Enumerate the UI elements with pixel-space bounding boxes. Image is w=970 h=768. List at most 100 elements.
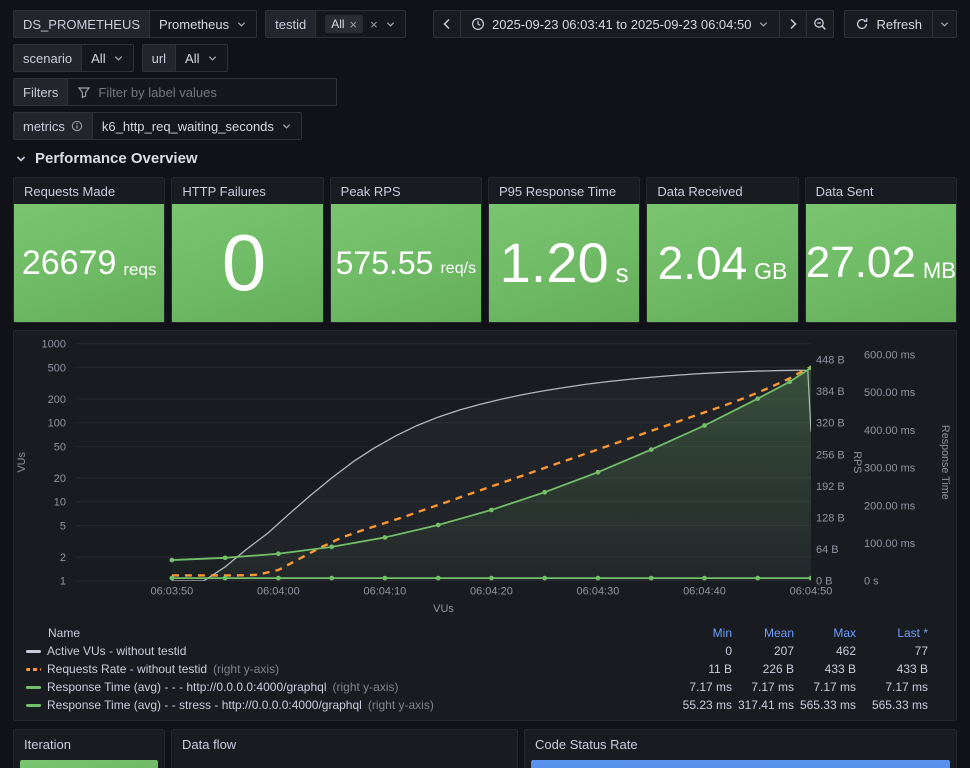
series-area	[171, 367, 811, 581]
series-point	[382, 535, 388, 540]
filter-input[interactable]	[98, 84, 328, 100]
panel-title[interactable]: Requests Made	[24, 184, 116, 199]
datasource-variable: DS_PROMETHEUS Prometheus	[13, 10, 258, 38]
testid-chip[interactable]: All ×	[325, 15, 364, 33]
datasource-value: Prometheus	[159, 16, 230, 32]
panel-title[interactable]: Code Status Rate	[535, 737, 638, 752]
series-point	[595, 469, 601, 475]
chevron-right-icon	[790, 18, 798, 30]
right-axis-title-rps: RPS	[851, 451, 863, 473]
panel-title[interactable]: Data Sent	[815, 184, 874, 199]
legend-value: 462	[835, 644, 856, 658]
y-axis-tick-vus: 2	[60, 552, 66, 564]
scenario-picker[interactable]: All	[81, 44, 134, 72]
stat-body: 27.02 MB	[805, 204, 956, 322]
legend-value: 7.17 ms	[885, 680, 928, 694]
refresh-split-button: Refresh	[844, 10, 957, 38]
series-point	[755, 396, 761, 402]
stat-unit: req/s	[440, 260, 477, 277]
legend-value: 7.17 ms	[813, 680, 856, 694]
legend-value: 433 B	[896, 662, 928, 676]
url-picker[interactable]: All	[175, 44, 228, 72]
x-axis-tick: 06:04:50	[790, 586, 833, 598]
y-axis-tick-ms: 100.00 ms	[864, 538, 916, 550]
series-point	[329, 544, 335, 550]
stat-value: 0	[221, 218, 267, 307]
series-axis-note: (right y-axis)	[367, 698, 434, 712]
info-icon[interactable]	[71, 120, 83, 132]
legend-header-max[interactable]: Max	[833, 626, 856, 640]
y-axis-tick-vus: 200	[48, 394, 66, 406]
stat-body: 2.04 GB	[647, 204, 798, 322]
stat-panel-http-failures: HTTP Failures 0	[171, 177, 324, 323]
panel-title[interactable]: Data Received	[657, 184, 743, 199]
close-icon[interactable]: ×	[349, 16, 358, 32]
y-axis-tick-ms: 200.00 ms	[864, 500, 916, 512]
datasource-picker[interactable]: Prometheus	[149, 10, 258, 38]
x-axis-tick: 06:04:10	[364, 586, 407, 598]
legend-value: 207	[773, 644, 794, 658]
refresh-icon	[857, 18, 868, 30]
stats-row: Requests Made 26679 reqs HTTP Failures 0…	[13, 177, 957, 323]
series-point	[542, 489, 548, 495]
y-axis-tick-bytes: 0 B	[816, 576, 832, 588]
legend-row[interactable]: Response Time (avg) - - - http://0.0.0.0…	[14, 678, 956, 696]
panel-title[interactable]: HTTP Failures	[182, 184, 266, 199]
series-line	[171, 367, 811, 561]
stat-body: 1.20 s	[488, 204, 640, 322]
testid-chip-value: All	[331, 17, 345, 31]
variables-row: scenario All url All	[13, 44, 957, 72]
legend-header-name[interactable]: Name	[48, 626, 81, 640]
scenario-variable: scenario All	[13, 44, 134, 72]
legend-value: 55.23 ms	[682, 698, 732, 712]
y-axis-tick-vus: 20	[54, 473, 66, 485]
series-axis-note: (right y-axis)	[213, 662, 280, 676]
series-point	[489, 507, 494, 513]
section-performance-overview[interactable]: Performance Overview	[15, 150, 957, 167]
panel-title[interactable]: Peak RPS	[340, 184, 401, 199]
data-flow-body	[178, 760, 511, 768]
timeseries-panel: 1 2 5 10 20 50 100 200 500 1000 0 B 64 B 128 B 192 B 2…	[13, 330, 957, 721]
series-point	[648, 447, 654, 452]
panel-title[interactable]: Iteration	[24, 737, 71, 752]
legend-header-last[interactable]: Last *	[897, 626, 928, 640]
timeseries-chart[interactable]: 1 2 5 10 20 50 100 200 500 1000 0 B 64 B 128 B 192 B 2…	[14, 336, 956, 620]
legend-row[interactable]: Response Time (avg) - - stress - http://…	[14, 696, 956, 714]
y-axis-tick-vus: 50	[54, 442, 66, 454]
x-axis-title: VUs	[433, 603, 454, 615]
url-label: url	[141, 44, 177, 72]
time-range-text: 2025-09-23 06:03:41 to 2025-09-23 06:04:…	[491, 16, 752, 32]
scenario-value: All	[91, 50, 106, 66]
legend-header-mean[interactable]: Mean	[763, 626, 794, 640]
legend-row[interactable]: Requests Rate - without testid (right y-…	[14, 660, 956, 678]
stat-value: 26679	[21, 244, 117, 282]
legend-row[interactable]: Active VUs - without testid 0 207 462 77	[14, 642, 956, 660]
time-shift-back-button[interactable]	[432, 10, 461, 38]
metrics-picker[interactable]: k6_http_req_waiting_seconds	[91, 112, 302, 140]
zoom-out-button[interactable]	[806, 10, 835, 38]
panel-title[interactable]: P95 Response Time	[498, 184, 617, 199]
left-axis-title: VUs	[16, 452, 28, 473]
filter-icon	[78, 87, 91, 99]
refresh-interval-button[interactable]	[933, 10, 957, 38]
testid-variable: testid All × ×	[265, 10, 406, 38]
clear-all-icon[interactable]: ×	[370, 16, 378, 32]
stat-panel-p95-response-time: P95 Response Time 1.20 s	[487, 177, 641, 323]
refresh-label: Refresh	[876, 16, 922, 32]
refresh-button[interactable]: Refresh	[844, 10, 933, 38]
series-line	[171, 369, 811, 581]
time-shift-forward-button[interactable]	[779, 10, 808, 38]
url-variable: url All	[141, 44, 228, 72]
y-axis-tick-bytes: 64 B	[816, 544, 839, 556]
url-value: All	[185, 50, 200, 66]
bottom-row: Iteration Data flow Code Status Rate	[13, 729, 957, 768]
legend-header-min[interactable]: Min	[712, 626, 732, 640]
panel-title[interactable]: Data flow	[182, 737, 237, 752]
testid-picker[interactable]: All × ×	[315, 10, 406, 38]
label-filter-field[interactable]	[67, 78, 338, 106]
chevron-down-icon	[208, 55, 216, 61]
stat-value: 2.04	[657, 237, 748, 289]
time-range-picker[interactable]: 2025-09-23 06:03:41 to 2025-09-23 06:04:…	[459, 10, 781, 38]
series-point	[702, 423, 707, 428]
